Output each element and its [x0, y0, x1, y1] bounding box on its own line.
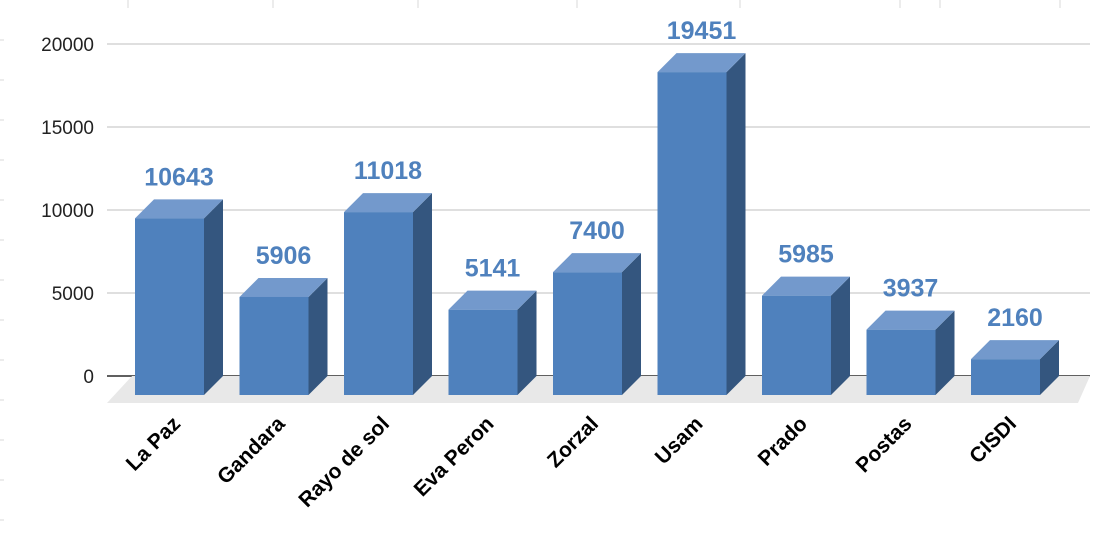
bar-front-face	[344, 212, 413, 395]
bar	[239, 277, 328, 395]
data-label: 10643	[144, 163, 214, 191]
bar	[135, 199, 223, 395]
bar-side-face	[726, 53, 746, 395]
y-tick-label: 10000	[41, 201, 94, 222]
x-tick-label: Zorzal	[543, 412, 603, 472]
data-label: 11018	[354, 157, 422, 185]
data-label: 5906	[256, 242, 312, 270]
x-tick-label: Usam	[651, 412, 708, 469]
bar-side-face	[413, 193, 432, 395]
spreadsheet-grid	[0, 0, 1061, 521]
bar-top-face	[135, 199, 223, 219]
bar-top-face	[239, 277, 328, 297]
bar-top-face	[553, 253, 641, 273]
data-label: 2160	[987, 304, 1043, 332]
bar-top-face	[448, 290, 537, 310]
data-label: 5985	[778, 241, 834, 269]
bar-side-face	[1040, 340, 1059, 395]
bar-top-face	[866, 310, 955, 330]
bar-side-face	[308, 277, 328, 395]
bar-front-face	[657, 72, 727, 395]
x-tick-label: La Paz	[122, 412, 185, 475]
bar	[657, 53, 746, 395]
bar	[971, 340, 1059, 395]
y-tick-label: 15000	[41, 118, 94, 139]
bar-top-face	[657, 53, 746, 73]
bar-top-face	[344, 193, 432, 213]
bar	[762, 276, 850, 395]
y-tick-label: 20000	[41, 35, 94, 56]
x-tick-label: Prado	[754, 412, 812, 470]
x-tick-label: Gandara	[213, 412, 290, 489]
bar-side-face	[517, 290, 537, 395]
bars	[135, 53, 1059, 395]
bar-front-face	[239, 296, 309, 395]
bar-front-face	[448, 309, 518, 395]
bar-top-face	[762, 276, 850, 296]
x-tick-label: CISDI	[965, 412, 1021, 468]
bar-side-face	[831, 276, 850, 395]
data-label: 5141	[465, 255, 521, 283]
data-label: 7400	[569, 217, 625, 245]
data-label: 19451	[667, 17, 737, 45]
bar-top-face	[971, 340, 1059, 360]
bar-side-face	[935, 310, 955, 395]
bar	[344, 193, 432, 395]
x-axis: La Paz Gandara Rayo de sol Eva Peron Zorzal U…	[122, 412, 1021, 512]
data-label: 3937	[883, 275, 939, 303]
y-tick-label: 5000	[52, 284, 94, 305]
bar-side-face	[204, 199, 223, 395]
x-tick-label: Eva Peron	[410, 412, 499, 501]
x-tick-label: Rayo de sol	[294, 412, 394, 512]
bar-front-face	[762, 295, 831, 395]
bar-front-face	[553, 272, 622, 395]
bar	[448, 290, 537, 395]
bar	[553, 253, 641, 395]
bar-front-face	[135, 218, 204, 395]
y-axis: 0 5000 10000 15000 20000	[41, 35, 94, 388]
bar	[866, 310, 955, 395]
x-tick-label: Postas	[852, 412, 917, 477]
data-labels: 10643 5906 11018 5141 7400 19451 5985 3937 2160	[144, 17, 1043, 332]
bar-side-face	[622, 253, 641, 395]
bar-front-face	[971, 359, 1040, 395]
y-tick-label: 0	[83, 367, 94, 388]
bar-front-face	[866, 329, 936, 395]
